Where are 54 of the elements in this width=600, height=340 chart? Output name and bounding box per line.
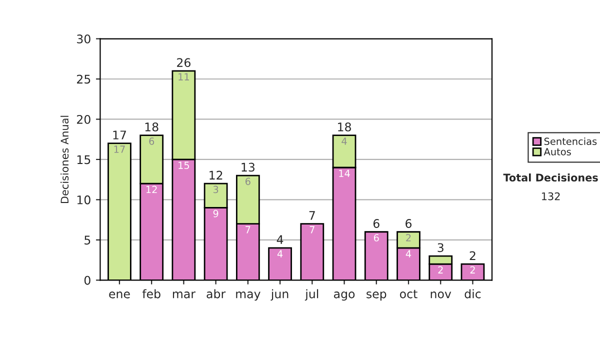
data-label: 9: [213, 210, 218, 218]
data-label: 6: [149, 138, 154, 145]
data-label: 2: [406, 234, 411, 242]
x-tick-label: abr: [206, 289, 226, 298]
data-label: 6: [374, 234, 379, 242]
data-label: 4: [277, 250, 283, 258]
data-label: 17: [114, 146, 125, 153]
y-tick-label: 25: [77, 74, 90, 84]
y-tick-label: 0: [84, 276, 90, 285]
x-tick-label: may: [236, 292, 260, 301]
x-tick-label: sep: [366, 292, 386, 301]
data-label: 6: [246, 178, 250, 186]
x-tick-label: oct: [400, 290, 418, 298]
y-axis-title: Decisiones Anual: [60, 116, 69, 203]
total-label: 26: [177, 58, 190, 68]
data-label: 15: [178, 162, 190, 169]
data-label: 7: [310, 226, 314, 234]
x-tick-label: ago: [334, 292, 355, 301]
total-label: 4: [276, 235, 284, 244]
total-label: 6: [373, 219, 380, 228]
data-label: 2: [438, 266, 443, 274]
x-tick-label: feb: [142, 289, 160, 298]
data-label: 12: [146, 186, 157, 193]
total-label: 2: [470, 251, 476, 260]
y-tick-label: 10: [77, 195, 90, 204]
data-label: 14: [339, 170, 350, 177]
y-tick-label: 20: [77, 114, 90, 124]
x-tick-label: jun: [270, 289, 288, 301]
text: Total Decisiones: [503, 173, 598, 182]
legend-label: Autos: [544, 148, 571, 156]
x-tick-label: mar: [172, 292, 196, 298]
total-label: 18: [338, 122, 351, 132]
y-tick-label: 30: [77, 34, 90, 44]
data-label: 4: [342, 138, 347, 145]
total-label: 3: [438, 243, 444, 252]
y-tick-label: 15: [77, 155, 90, 164]
legend-label: Sentencias: [544, 137, 597, 146]
data-label: 11: [178, 73, 189, 80]
total-label: 17: [113, 130, 126, 140]
text: 132: [542, 192, 560, 200]
y-tick-label: 5: [84, 236, 90, 245]
x-tick-label: jul: [304, 289, 318, 301]
x-tick-label: ene: [109, 292, 130, 298]
data-label: 7: [246, 226, 250, 234]
total-label: 12: [210, 170, 222, 180]
total-label: 6: [406, 219, 412, 228]
data-label: 2: [470, 266, 475, 274]
total-label: 7: [309, 211, 315, 220]
x-tick-label: nov: [430, 292, 452, 298]
total-label: 13: [242, 162, 254, 172]
data-label: 4: [406, 250, 412, 258]
total-label: 18: [145, 122, 158, 132]
x-tick-label: dic: [464, 289, 481, 298]
data-label: 3: [213, 186, 218, 194]
